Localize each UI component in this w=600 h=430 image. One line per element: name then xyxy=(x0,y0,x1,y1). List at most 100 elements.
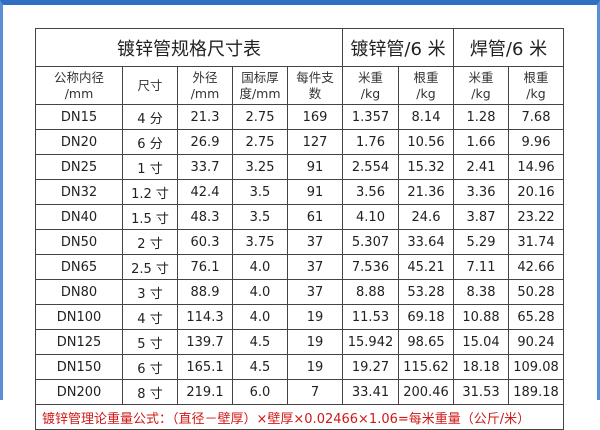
table-cell: 219.1 xyxy=(177,379,233,405)
table-cell: 1.76 xyxy=(342,129,399,155)
table-cell: 6.0 xyxy=(232,379,288,405)
table-row: DN80 3 寸 88.9 4.0 37 8.88 53.28 8.38 50.28 xyxy=(35,279,564,305)
table-row: DN15 4 分 21.3 2.75 169 1.357 8.14 1.28 7.68 xyxy=(35,104,564,130)
table-row: DN65 2.5 寸 76.1 4.0 37 7.536 45.21 7.11 42.66 xyxy=(35,254,564,280)
table-cell: 60.3 xyxy=(177,229,233,255)
table-cell: 90.24 xyxy=(508,329,564,355)
column-header: 国标厚 度/mm xyxy=(232,66,288,105)
table-cell: 31.74 xyxy=(508,229,564,255)
table-cell: 69.18 xyxy=(398,304,454,330)
table-cell: 15.04 xyxy=(453,329,509,355)
table-cell: DN50 xyxy=(35,229,123,255)
table-cell: 33.7 xyxy=(177,154,233,180)
table-cell: 2 寸 xyxy=(122,229,178,255)
table-cell: 3.87 xyxy=(453,204,509,230)
table-cell: 6 分 xyxy=(122,129,178,155)
table-cell: 1.2 寸 xyxy=(122,179,178,205)
table-cell: DN20 xyxy=(35,129,123,155)
table-cell: 4 寸 xyxy=(122,304,178,330)
table-cell: 21.36 xyxy=(398,179,454,205)
table-cell: 189.18 xyxy=(508,379,564,405)
table-cell: DN100 xyxy=(35,304,123,330)
table-cell: 45.21 xyxy=(398,254,454,280)
table-cell: 37 xyxy=(287,254,343,280)
table-cell: 3.36 xyxy=(453,179,509,205)
column-header-row: 公称内径 /mm 尺寸 外径 /mm 国标厚 度/mm 每件支 数米重 /kg 根重 /k… xyxy=(35,66,564,105)
galvanized-group-header: 镀锌管/6 米 xyxy=(342,28,454,67)
table-cell: 200.46 xyxy=(398,379,454,405)
table-cell: 65.28 xyxy=(508,304,564,330)
table-cell: 4.0 xyxy=(232,304,288,330)
column-header: 尺寸 xyxy=(122,66,178,105)
table-cell: 5.29 xyxy=(453,229,509,255)
table-row: DN20 6 分 26.9 2.75 127 1.76 10.56 1.66 9.96 xyxy=(35,129,564,155)
table-cell: 3 寸 xyxy=(122,279,178,305)
table-cell: 26.9 xyxy=(177,129,233,155)
column-header: 公称内径 /mm xyxy=(35,66,123,105)
table-cell: 7.536 xyxy=(342,254,399,280)
table-cell: 2.75 xyxy=(232,129,288,155)
table-cell: 19 xyxy=(287,304,343,330)
table-row: DN32 1.2 寸 42.4 3.5 91 3.56 21.36 3.36 20.16 xyxy=(35,179,564,205)
table-cell: 42.66 xyxy=(508,254,564,280)
table-cell: 50.28 xyxy=(508,279,564,305)
table-cell: DN15 xyxy=(35,104,123,130)
table-cell: 98.65 xyxy=(398,329,454,355)
table-cell: 169 xyxy=(287,104,343,130)
table-cell: 33.41 xyxy=(342,379,399,405)
table-cell: 5 寸 xyxy=(122,329,178,355)
table-cell: DN200 xyxy=(35,379,123,405)
table-cell: 14.96 xyxy=(508,154,564,180)
table-cell: DN25 xyxy=(35,154,123,180)
window-frame xyxy=(0,0,600,400)
table-cell: 1.66 xyxy=(453,129,509,155)
table-cell: 1.357 xyxy=(342,104,399,130)
column-header: 根重 /kg xyxy=(508,66,564,105)
table-cell: 4 分 xyxy=(122,104,178,130)
table-cell: 21.3 xyxy=(177,104,233,130)
table-cell: 4.5 xyxy=(232,354,288,380)
table-row: DN150 6 寸 165.1 4.5 19 19.27 115.62 18.18 109.08 xyxy=(35,354,564,380)
table-cell: 3.56 xyxy=(342,179,399,205)
column-header: 外径 /mm xyxy=(177,66,233,105)
table-cell: 4.0 xyxy=(232,254,288,280)
table-cell: 8.88 xyxy=(342,279,399,305)
table-cell: DN65 xyxy=(35,254,123,280)
note-row: 镀锌管理论重量公式：（直径－壁厚）×壁厚×0.02466×1.06=每米重量（公… xyxy=(35,404,564,430)
table-cell: 5.307 xyxy=(342,229,399,255)
table-cell: 61 xyxy=(287,204,343,230)
table-row: DN125 5 寸 139.7 4.5 19 15.942 98.65 15.04 90.24 xyxy=(35,329,564,355)
table-cell: 139.7 xyxy=(177,329,233,355)
table-row: DN200 8 寸 219.1 6.0 7 33.41 200.46 31.53 189.18 xyxy=(35,379,564,405)
table-cell: 4.10 xyxy=(342,204,399,230)
table-cell: 2.5 寸 xyxy=(122,254,178,280)
table-cell: 1.28 xyxy=(453,104,509,130)
table-cell: 127 xyxy=(287,129,343,155)
table-cell: 91 xyxy=(287,154,343,180)
table-cell: 7 xyxy=(287,379,343,405)
table-cell: 20.16 xyxy=(508,179,564,205)
table-cell: 7.68 xyxy=(508,104,564,130)
table-cell: 165.1 xyxy=(177,354,233,380)
table-cell: 115.62 xyxy=(398,354,454,380)
table-row: DN25 1 寸 33.7 3.25 91 2.554 15.32 2.41 14.96 xyxy=(35,154,564,180)
table-cell: 19 xyxy=(287,329,343,355)
table-cell: DN40 xyxy=(35,204,123,230)
table-cell: DN32 xyxy=(35,179,123,205)
table-cell: 53.28 xyxy=(398,279,454,305)
table-cell: 11.53 xyxy=(342,304,399,330)
table-cell: 91 xyxy=(287,179,343,205)
table-cell: 19.27 xyxy=(342,354,399,380)
table-cell: DN150 xyxy=(35,354,123,380)
table-cell: 42.4 xyxy=(177,179,233,205)
weight-formula-note: 镀锌管理论重量公式：（直径－壁厚）×壁厚×0.02466×1.06=每米重量（公… xyxy=(35,404,564,430)
table-cell: 48.3 xyxy=(177,204,233,230)
table-cell: 37 xyxy=(287,279,343,305)
pipe-spec-table: 镀锌管规格尺寸表 镀锌管/6 米 焊管/6 米 公称内径 /mm 尺寸 外径 /mm… xyxy=(35,28,564,430)
table-cell: 88.9 xyxy=(177,279,233,305)
welded-group-header: 焊管/6 米 xyxy=(453,28,564,67)
table-cell: 4.0 xyxy=(232,279,288,305)
table-cell: 24.6 xyxy=(398,204,454,230)
table-cell: 18.18 xyxy=(453,354,509,380)
table-cell: 15.32 xyxy=(398,154,454,180)
